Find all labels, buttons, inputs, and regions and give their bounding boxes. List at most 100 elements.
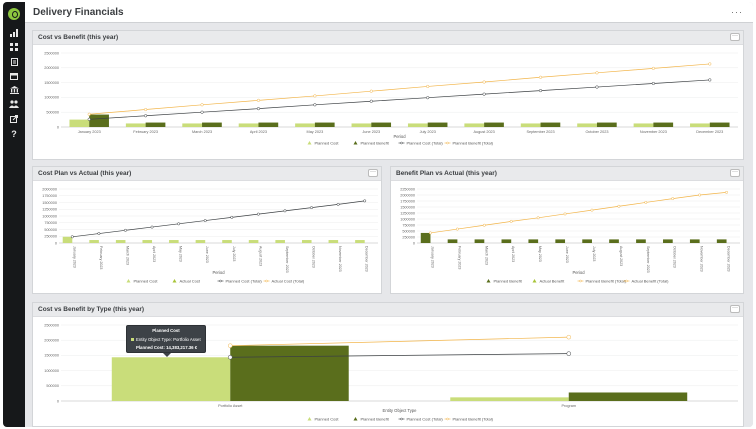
- y-tick-label: 1750000: [400, 199, 415, 203]
- line-point: [256, 212, 260, 216]
- panel-title: Cost Plan vs Actual (this year): [38, 170, 132, 177]
- line-point: [230, 215, 234, 219]
- legend-item: Planned Cost: [126, 278, 158, 283]
- panel-title: Benefit Plan vs Actual (this year): [396, 170, 497, 177]
- x-tick-label: October 2023: [673, 246, 677, 268]
- bar-planned-cost: [89, 240, 99, 243]
- y-tick-label: 1500000: [44, 354, 59, 358]
- legend-swatch: [486, 279, 491, 283]
- x-tick-label: Portfolio Asset: [218, 404, 243, 408]
- question-icon[interactable]: ?: [11, 129, 17, 139]
- legend-swatch: [532, 279, 537, 283]
- bar-planned-cost: [351, 123, 372, 127]
- panel-header: Benefit Plan vs Actual (this year) ···: [391, 167, 743, 181]
- x-tick-label: October 2023: [312, 246, 316, 268]
- bar-planned-cost: [275, 240, 285, 243]
- bar-planned-cost: [238, 123, 259, 127]
- legend-swatch: [625, 279, 628, 283]
- y-tick-label: 2500000: [44, 51, 59, 55]
- line-point: [538, 89, 543, 93]
- chart-tooltip: Planned Cost Entity Object Type: Portfol…: [126, 325, 206, 357]
- legend-label: Planned Cost (Total): [407, 140, 444, 145]
- x-tick-label: December 2023: [696, 130, 723, 134]
- users-icon[interactable]: [8, 100, 20, 110]
- line-point: [538, 75, 543, 79]
- line-point: [698, 193, 702, 197]
- legend-item: Planned Cost: [307, 416, 340, 421]
- legend-label: Planned Cost: [315, 416, 340, 421]
- line-point: [708, 62, 712, 66]
- bar-planned-benefit: [202, 122, 222, 127]
- panel-title: Cost vs Benefit by Type (this year): [38, 306, 145, 313]
- line-point: [536, 216, 540, 220]
- line-point: [200, 103, 204, 107]
- x-tick-label: May 2023: [307, 130, 324, 134]
- bar-planned-cost: [577, 123, 597, 127]
- legend-swatch: [400, 417, 403, 421]
- bar-planned-benefit: [540, 122, 561, 127]
- app-logo[interactable]: [8, 8, 20, 20]
- y-tick-label: 0: [55, 241, 57, 245]
- bar-planned-cost: [182, 123, 203, 127]
- x-tick-label: July 2023: [592, 246, 596, 261]
- y-tick-label: 500000: [46, 384, 59, 388]
- legend-item: Actual Benefit: [532, 278, 565, 283]
- line-point: [228, 343, 233, 348]
- bar-planned-cost: [62, 236, 73, 243]
- panel-menu-button[interactable]: ···: [730, 33, 740, 41]
- x-tick-label: April 2023: [152, 246, 156, 262]
- bank-icon[interactable]: [8, 86, 20, 96]
- y-tick-label: 2000000: [42, 187, 57, 191]
- x-tick-label: September 2023: [285, 246, 289, 273]
- page-header: Delivery Financials ···: [25, 2, 753, 23]
- page-more-button[interactable]: ···: [731, 7, 743, 17]
- line-point: [310, 206, 313, 210]
- line-point: [87, 112, 91, 116]
- bar-planned-cost: [69, 119, 90, 127]
- bar-chart-icon[interactable]: [8, 29, 20, 39]
- cost-plan-vs-actual-chart: 0 250000 500000 750000 1000000 1250000 1500000…: [42, 187, 378, 283]
- grid-icon[interactable]: [8, 43, 20, 53]
- y-tick-label: 750000: [402, 223, 415, 227]
- panel-menu-button[interactable]: ···: [730, 169, 740, 177]
- y-tick-label: 250000: [402, 235, 415, 239]
- x-tick-label: February 2023: [457, 246, 461, 269]
- bar-planned-cost: [633, 123, 654, 127]
- bar-planned-cost: [355, 240, 365, 243]
- panel-cost-vs-benefit: Cost vs Benefit (this year) ··· 0 500000 1…: [32, 30, 744, 160]
- x-tick-label: February 2023: [99, 246, 103, 269]
- line-point: [228, 355, 233, 360]
- y-tick-label: 500000: [44, 228, 57, 232]
- x-tick-label: March 2023: [484, 246, 488, 265]
- line-point: [426, 84, 430, 88]
- x-tick-label: Program: [561, 404, 576, 408]
- bar-planned-benefit: [230, 345, 349, 401]
- line-point: [590, 208, 594, 212]
- bar-planned-cost: [301, 240, 312, 243]
- document-icon[interactable]: [8, 58, 20, 68]
- x-tick-label: July 2023: [420, 130, 436, 134]
- line-point: [509, 219, 513, 223]
- external-link-icon[interactable]: [8, 115, 20, 125]
- line-point: [336, 202, 340, 206]
- legend-label: Planned Cost (Total): [226, 278, 263, 283]
- x-tick-label: May 2023: [538, 246, 542, 262]
- x-tick-label: June 2023: [362, 130, 380, 134]
- bar-planned-cost: [690, 123, 710, 127]
- x-axis-title: Entity Object Type: [383, 408, 418, 413]
- panel-header: Cost vs Benefit (this year) ···: [33, 31, 743, 45]
- bar-planned-benefit: [609, 239, 619, 243]
- panel-title: Cost vs Benefit (this year): [38, 34, 119, 41]
- line-point: [566, 334, 571, 340]
- panel-menu-button[interactable]: ···: [730, 305, 740, 313]
- legend-item: Actual Cost (Total): [263, 278, 305, 283]
- x-tick-label: February 2023: [133, 130, 158, 134]
- calendar-icon[interactable]: [8, 72, 20, 82]
- line-point: [482, 223, 486, 227]
- line-planned-cost-total-: [230, 353, 569, 358]
- line-point: [671, 197, 675, 201]
- bar-planned-cost: [195, 240, 206, 243]
- legend-swatch: [307, 141, 312, 145]
- panel-menu-button[interactable]: ···: [368, 169, 378, 177]
- legend-item: Actual Benefit (Total): [623, 278, 669, 283]
